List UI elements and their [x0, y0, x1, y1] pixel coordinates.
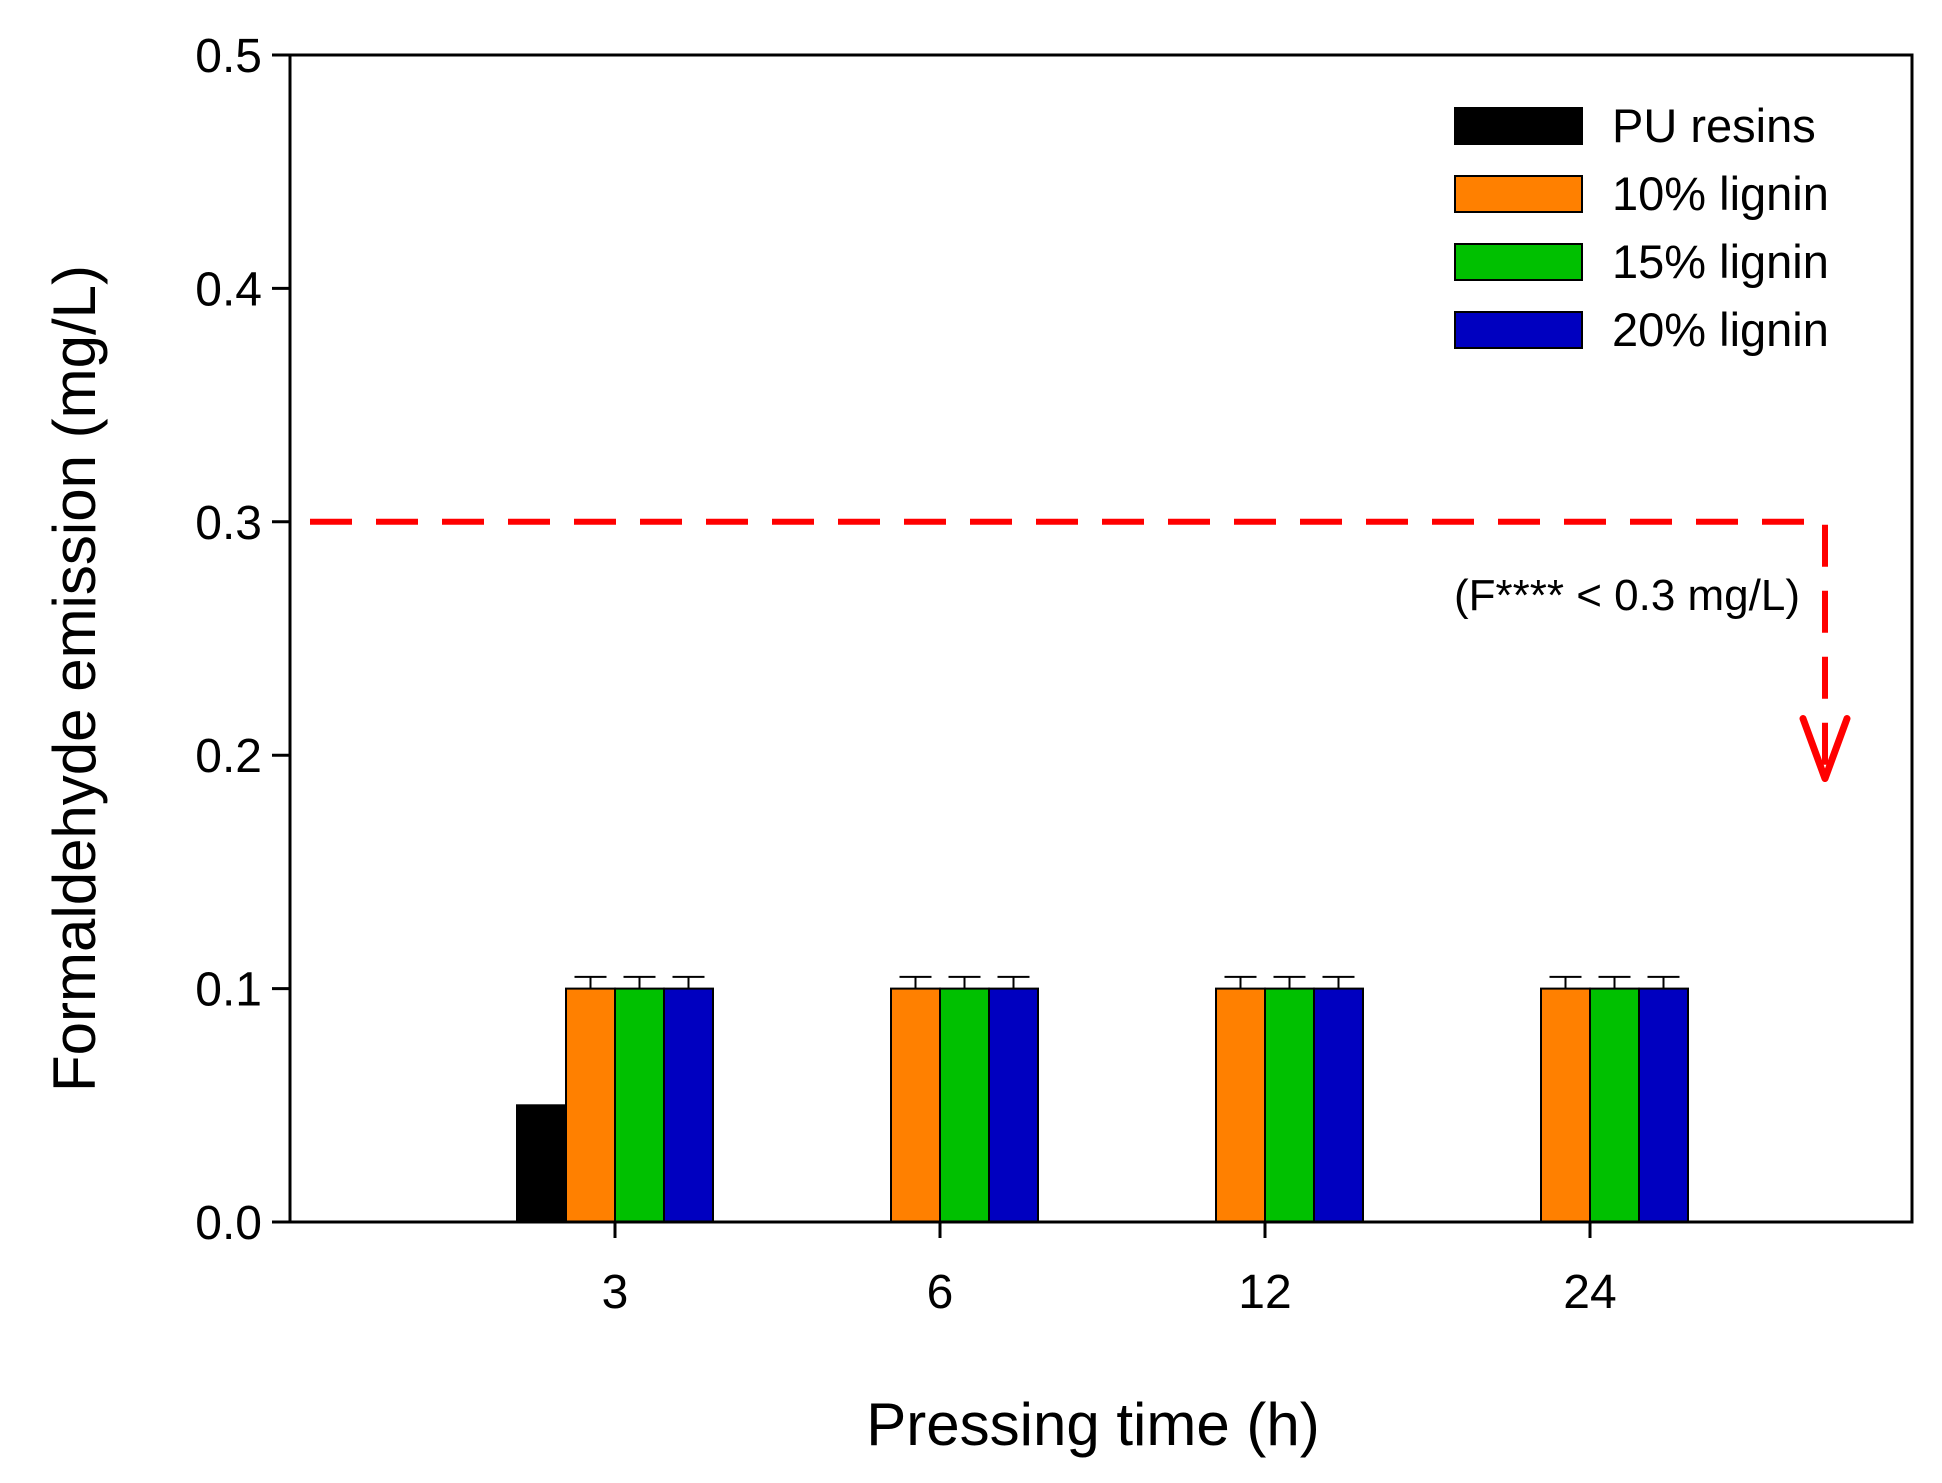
x-tick-label: 6 — [927, 1266, 954, 1319]
legend: PU resins 10% lignin 15% lignin 20% lignin — [1454, 99, 1829, 356]
y-tick-label: 0.5 — [195, 30, 262, 83]
x-tick-label: 24 — [1563, 1266, 1616, 1319]
threshold-annotation: (F**** < 0.3 mg/L) — [1454, 571, 1800, 620]
bar-10-lignin-12 — [1215, 987, 1266, 1223]
bar-20-lignin-3 — [663, 987, 714, 1223]
bar-15-lignin-6 — [939, 987, 990, 1223]
x-tick-label: 12 — [1238, 1266, 1291, 1319]
legend-swatch — [1454, 243, 1583, 281]
legend-label: PU resins — [1612, 99, 1816, 152]
legend-swatch — [1454, 175, 1583, 213]
bar-10-lignin-24 — [1540, 987, 1591, 1223]
error-bar — [997, 975, 1030, 989]
bar-15-lignin-24 — [1589, 987, 1640, 1223]
error-bars-layer — [574, 975, 1680, 989]
legend-item: 15% lignin — [1454, 235, 1829, 288]
legend-item: 20% lignin — [1454, 303, 1829, 356]
plot-frame — [288, 53, 1914, 1224]
error-bar — [899, 975, 932, 989]
bar-pu-resins-3 — [516, 1104, 567, 1224]
y-tick-label: 0.1 — [195, 964, 262, 1017]
bar-10-lignin-6 — [890, 987, 941, 1223]
threshold-layer — [310, 518, 1851, 783]
error-bar — [1598, 975, 1631, 989]
error-bar — [948, 975, 981, 989]
error-bar — [672, 975, 705, 989]
y-tick-label: 0.3 — [195, 497, 262, 550]
error-bar — [1322, 975, 1355, 989]
y-tick-label: 0.0 — [195, 1197, 262, 1250]
threshold-dashed-line — [310, 518, 1828, 769]
legend-item: PU resins — [1454, 99, 1816, 152]
axis-layer: 0.0 0.1 0.2 0.3 0.4 0.5 3 6 12 24 — [195, 30, 1616, 1319]
x-tick-label: 3 — [602, 1266, 629, 1319]
y-tick-label: 0.2 — [195, 730, 262, 783]
x-axis-title: Pressing time (h) — [866, 1391, 1319, 1458]
legend-swatch — [1454, 107, 1583, 145]
arrow-down-icon — [1799, 715, 1851, 783]
bars-layer — [516, 987, 1689, 1224]
legend-label: 20% lignin — [1612, 303, 1829, 356]
bar-10-lignin-3 — [565, 987, 616, 1223]
legend-swatch — [1454, 311, 1583, 349]
y-tick-label: 0.4 — [195, 263, 262, 316]
bar-15-lignin-3 — [614, 987, 665, 1223]
bar-20-lignin-6 — [988, 987, 1039, 1223]
legend-label: 15% lignin — [1612, 235, 1829, 288]
error-bar — [574, 975, 607, 989]
bar-20-lignin-12 — [1313, 987, 1364, 1223]
error-bar — [1647, 975, 1680, 989]
error-bar — [623, 975, 656, 989]
legend-label: 10% lignin — [1612, 167, 1829, 220]
error-bar — [1273, 975, 1306, 989]
error-bar — [1549, 975, 1582, 989]
error-bar — [1224, 975, 1257, 989]
bar-20-lignin-24 — [1638, 987, 1689, 1223]
legend-item: 10% lignin — [1454, 167, 1829, 220]
bar-15-lignin-12 — [1264, 987, 1315, 1223]
y-axis-title: Formaldehyde emission (mg/L) — [41, 265, 108, 1092]
